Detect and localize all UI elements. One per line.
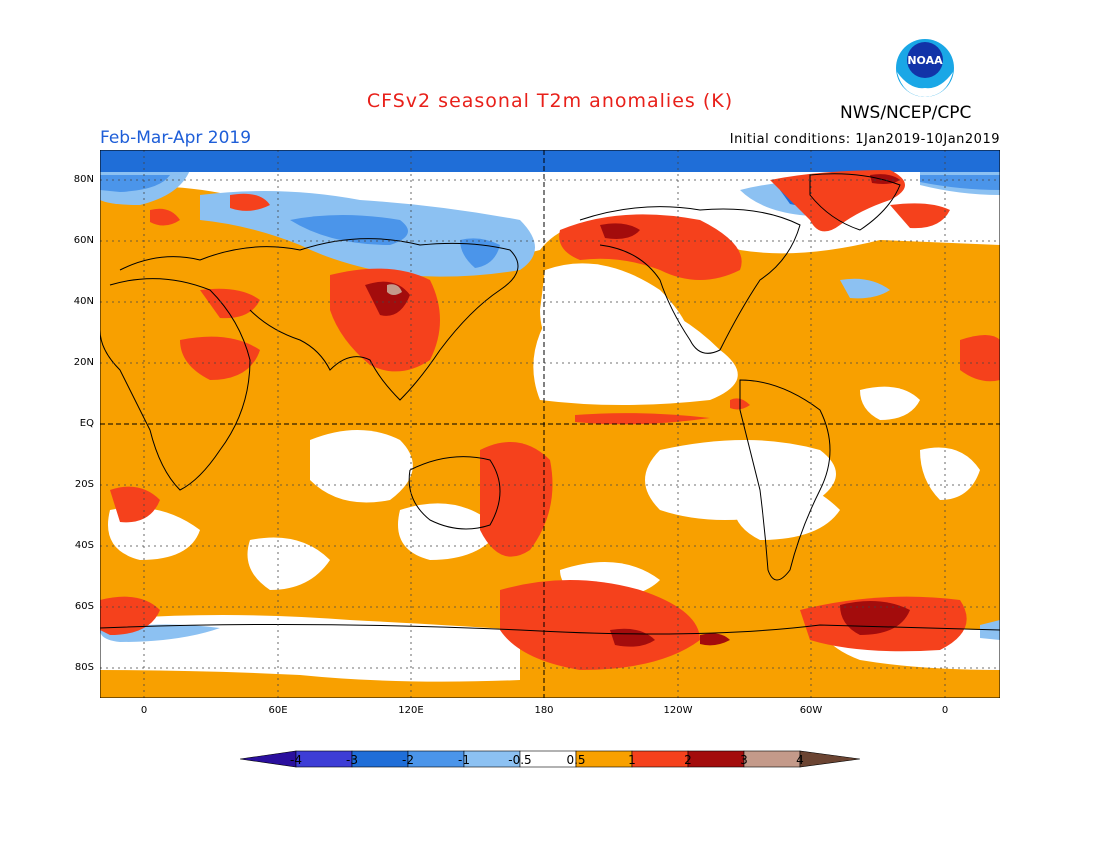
lon-label: 60W	[799, 705, 823, 716]
colorbar-segment	[799, 750, 860, 768]
lat-label: 40N	[73, 296, 94, 307]
lon-label: 60E	[268, 705, 288, 716]
lon-label: 120E	[398, 705, 424, 716]
agency-label: NWS/NCEP/CPC	[840, 103, 972, 123]
colorbar-label: -0.5	[508, 753, 532, 767]
equator-dateline	[100, 150, 1000, 698]
colorbar-label: 4	[796, 753, 804, 767]
colorbar-label: 0.5	[566, 753, 586, 767]
lat-label: EQ	[79, 418, 94, 429]
logo-text: NOAA	[907, 54, 943, 67]
lon-label: 0	[140, 705, 148, 716]
lat-label: 60N	[73, 235, 94, 246]
colorbar-label: 2	[684, 753, 692, 767]
lat-label: 20S	[74, 479, 94, 490]
noaa-logo: NOAA	[895, 38, 955, 98]
lat-label: 40S	[74, 540, 94, 551]
colorbar-label: -1	[458, 753, 470, 767]
lon-label: 0	[941, 705, 949, 716]
colorbar-label: -2	[402, 753, 414, 767]
anomaly-map	[99, 149, 1001, 699]
period-label: Feb-Mar-Apr 2019	[100, 128, 252, 148]
colorbar-label: -3	[346, 753, 358, 767]
initial-conditions-label: Initial conditions: 1Jan2019-10Jan2019	[729, 132, 1000, 147]
colorbar-label: 3	[740, 753, 748, 767]
map-title: CFSv2 seasonal T2m anomalies (K)	[366, 90, 734, 112]
coastlines	[99, 173, 1001, 635]
warm-anomaly-extreme	[387, 284, 402, 295]
lat-label: 80N	[73, 174, 94, 185]
lon-label: 180	[534, 705, 554, 716]
lat-label: 60S	[74, 601, 94, 612]
colorbar-label: 1	[628, 753, 636, 767]
cool-anomaly-mid	[100, 175, 1000, 268]
lat-label: 20N	[73, 357, 94, 368]
lon-label: 120W	[663, 705, 693, 716]
lat-label: 80S	[74, 662, 94, 673]
colorbar-label: -4	[290, 753, 302, 767]
colorbar	[240, 750, 860, 768]
warm-anomaly-mid	[100, 170, 1000, 670]
graticule	[100, 150, 1000, 698]
